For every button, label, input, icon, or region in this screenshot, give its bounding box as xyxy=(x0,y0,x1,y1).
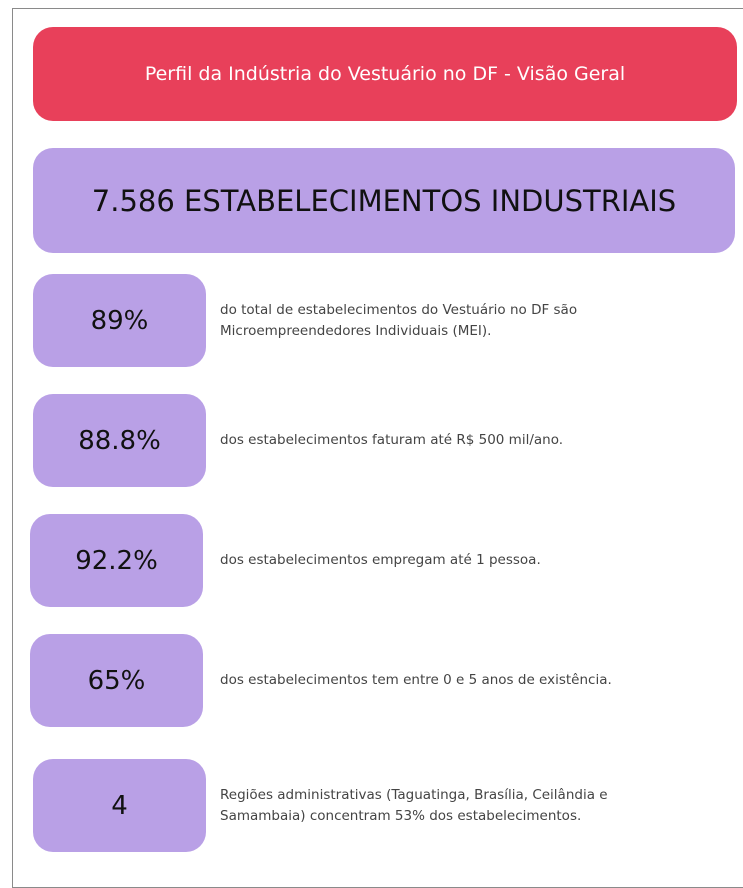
stat-value: 92.2% xyxy=(30,514,203,607)
stat-value: 88.8% xyxy=(33,394,206,487)
stat-text: do total de estabelecimentos do Vestuári… xyxy=(220,301,578,339)
stat-value: 65% xyxy=(30,634,203,727)
stat-text: Regiões administrativas (Taguatinga, Bra… xyxy=(220,786,608,824)
stat-value: 4 xyxy=(33,759,206,852)
stat-text: dos estabelecimentos empregam até 1 pess… xyxy=(220,552,541,568)
headline: 7.586 ESTABELECIMENTOS INDUSTRIAIS xyxy=(33,148,735,253)
header-title: Perfil da Indústria do Vestuário no DF -… xyxy=(33,27,737,121)
stat-value: 89% xyxy=(33,274,206,367)
stat-text: dos estabelecimentos faturam até R$ 500 … xyxy=(220,432,564,448)
stat-text: dos estabelecimentos tem entre 0 e 5 ano… xyxy=(220,672,612,688)
page: Perfil da Indústria do Vestuário no DF -… xyxy=(12,8,743,888)
